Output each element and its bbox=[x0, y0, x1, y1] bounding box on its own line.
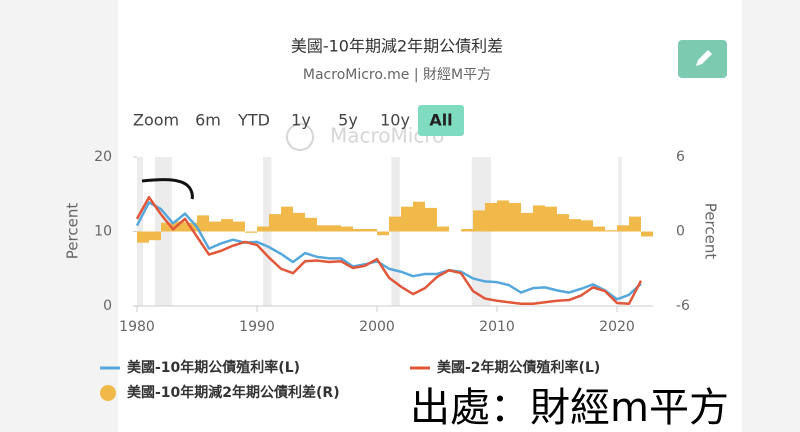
edit-button[interactable] bbox=[678, 40, 727, 78]
y-axis-title: Percent bbox=[64, 203, 82, 260]
spread-bar bbox=[461, 229, 473, 232]
spread-bar bbox=[137, 231, 149, 243]
spread-bar bbox=[521, 212, 533, 232]
legend-label[interactable]: 美國-10年期公債殖利率(L) bbox=[127, 359, 300, 376]
zoom-button-bg[interactable] bbox=[418, 105, 464, 136]
spread-bar bbox=[173, 221, 185, 232]
spread-bar bbox=[341, 226, 353, 232]
zoom-label: Zoom bbox=[133, 111, 179, 130]
spread-bar bbox=[353, 229, 365, 232]
y2-tick-label: 0 bbox=[676, 224, 685, 240]
spread-bar bbox=[257, 226, 269, 232]
spread-bar bbox=[509, 202, 521, 232]
zoom-button[interactable]: YTD bbox=[237, 111, 270, 130]
x-tick-label: 1980 bbox=[119, 319, 155, 335]
spread-bar bbox=[377, 231, 389, 236]
spread-bar bbox=[533, 205, 545, 232]
spread-bar bbox=[497, 200, 509, 232]
spread-bar bbox=[401, 206, 413, 232]
chart-subtitle: MacroMicro.me | 財經M平方 bbox=[303, 67, 491, 83]
spread-bar bbox=[149, 231, 161, 241]
spread-bar bbox=[365, 229, 377, 232]
spread-bar bbox=[245, 231, 257, 233]
spread-bar bbox=[209, 221, 221, 232]
x-tick-label: 2020 bbox=[599, 319, 635, 335]
x-tick-label: 2000 bbox=[359, 319, 395, 335]
legend-label[interactable]: 美國-2年期公債殖利率(L) bbox=[437, 359, 600, 376]
spread-bar bbox=[557, 214, 569, 232]
spread-bar bbox=[545, 206, 557, 232]
spread-bar bbox=[161, 222, 173, 232]
spread-bar bbox=[581, 220, 593, 232]
legend-swatch bbox=[100, 385, 116, 401]
spread-bar bbox=[485, 202, 497, 232]
spread-bar bbox=[389, 216, 401, 232]
zoom-button[interactable]: 10y bbox=[380, 111, 410, 130]
y-tick-label: 0 bbox=[103, 298, 112, 314]
spread-bar bbox=[197, 215, 209, 232]
watermark-logo bbox=[286, 123, 314, 151]
spread-bar bbox=[641, 231, 653, 237]
zoom-button[interactable]: 6m bbox=[195, 111, 221, 130]
x-tick-label: 1990 bbox=[239, 319, 275, 335]
spread-bar bbox=[413, 201, 425, 232]
spread-bar bbox=[233, 221, 245, 232]
zoom-button[interactable]: All bbox=[429, 111, 452, 130]
spread-bar bbox=[569, 219, 581, 232]
zoom-button[interactable]: 5y bbox=[338, 111, 358, 130]
y2-tick-label: -6 bbox=[676, 298, 690, 314]
hand-annotation bbox=[141, 178, 194, 200]
spread-bar bbox=[329, 225, 341, 232]
spread-bar bbox=[473, 210, 485, 232]
legend-label[interactable]: 美國-10年期減2年期公債利差(R) bbox=[127, 384, 340, 401]
spread-bar bbox=[593, 226, 605, 232]
edit-icon bbox=[696, 50, 712, 66]
source-overlay: 出處：財經m平方 bbox=[410, 385, 729, 431]
spread-bar bbox=[221, 219, 233, 232]
spread-bar bbox=[425, 207, 437, 232]
spread-bar bbox=[629, 216, 641, 232]
y2-axis-title: Percent bbox=[702, 203, 720, 260]
y-tick-label: 10 bbox=[94, 224, 112, 240]
spread-bar bbox=[317, 225, 329, 232]
y-tick-label: 20 bbox=[94, 149, 112, 165]
spread-bar bbox=[269, 214, 281, 232]
spread-bar bbox=[305, 217, 317, 232]
chart-title: 美國-10年期減2年期公債利差 bbox=[291, 37, 503, 56]
spread-bar bbox=[605, 230, 617, 232]
y2-tick-label: 6 bbox=[676, 149, 685, 165]
spread-bar bbox=[293, 212, 305, 232]
series-line bbox=[135, 201, 642, 301]
x-tick-label: 2010 bbox=[479, 319, 515, 335]
spread-bar bbox=[617, 225, 629, 232]
zoom-button[interactable]: 1y bbox=[291, 111, 311, 130]
spread-bar bbox=[281, 206, 293, 232]
spread-bar bbox=[437, 226, 449, 232]
series-line bbox=[135, 195, 643, 306]
